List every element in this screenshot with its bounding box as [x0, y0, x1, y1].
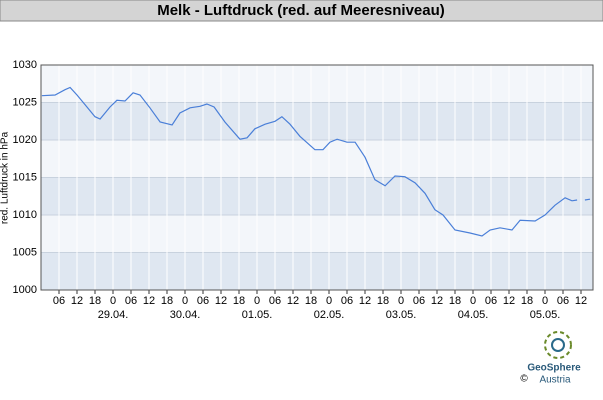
grid-band	[41, 215, 593, 253]
y-tick-label: 1010	[13, 209, 37, 221]
y-tick-label: 1015	[13, 171, 37, 183]
x-tick-label: 18	[449, 295, 461, 307]
grid-band	[41, 140, 593, 178]
x-tick-label: 0	[182, 295, 188, 307]
date-label: 30.04.	[170, 309, 201, 321]
x-tick-label: 12	[215, 295, 227, 307]
date-label: 02.05.	[314, 309, 345, 321]
logo-country: Austria	[539, 375, 571, 386]
x-tick-label: 06	[485, 295, 497, 307]
y-tick-label: 1025	[13, 96, 37, 108]
x-tick-label: 0	[254, 295, 260, 307]
date-label: 05.05.	[530, 309, 561, 321]
x-tick-label: 12	[575, 295, 587, 307]
x-tick-label: 0	[398, 295, 404, 307]
x-tick-label: 06	[53, 295, 65, 307]
grid-band	[41, 177, 593, 215]
date-label: 01.05.	[242, 309, 273, 321]
x-tick-label: 18	[161, 295, 173, 307]
x-tick-label: 18	[305, 295, 317, 307]
plot-border	[40, 64, 594, 291]
x-tick-label: 06	[125, 295, 137, 307]
header-bar	[0, 0, 603, 22]
x-tick-label: 12	[71, 295, 83, 307]
y-axis-label: red. Luftdruck in hPa	[0, 131, 11, 224]
y-tick-label: 1030	[13, 59, 37, 71]
logo-icon	[544, 331, 572, 359]
date-label: 29.04.	[98, 309, 129, 321]
x-tick-label: 12	[143, 295, 155, 307]
x-tick-label: 06	[557, 295, 569, 307]
x-tick-label: 06	[413, 295, 425, 307]
x-tick-label: 12	[359, 295, 371, 307]
x-tick-label: 06	[197, 295, 209, 307]
x-tick-label: 06	[341, 295, 353, 307]
date-label: 03.05.	[386, 309, 417, 321]
y-tick-label: 1020	[13, 134, 37, 146]
x-tick-label: 18	[377, 295, 389, 307]
y-tick-label: 1000	[13, 284, 37, 296]
data-line	[41, 86, 591, 237]
grid-band	[41, 65, 593, 103]
grid-band	[41, 252, 593, 290]
x-tick-label: 0	[470, 295, 476, 307]
y-tick-label: 1005	[13, 246, 37, 258]
x-tick-label: 06	[269, 295, 281, 307]
grid-band	[41, 102, 593, 140]
x-tick-label: 0	[110, 295, 116, 307]
x-tick-label: 18	[89, 295, 101, 307]
x-tick-label: 12	[431, 295, 443, 307]
logo-name: GeoSphere	[527, 363, 581, 374]
x-tick-label: 18	[233, 295, 245, 307]
plot-area: 1000 1005 1010 1015 1020 1025 1030 06 12 18 0 06 12 1…	[13, 59, 594, 321]
x-tick-label: 12	[503, 295, 515, 307]
x-tick-label: 12	[287, 295, 299, 307]
copyright: ©	[520, 374, 528, 385]
date-label: 04.05.	[458, 309, 489, 321]
logo: GeoSphere Austria ©	[520, 331, 581, 386]
x-tick-label: 0	[542, 295, 548, 307]
chart-title: Melk - Luftdruck (red. auf Meeresniveau)	[157, 2, 445, 19]
x-tick-label: 18	[521, 295, 533, 307]
x-tick-label: 0	[326, 295, 332, 307]
logo-icon-inner	[551, 338, 565, 352]
